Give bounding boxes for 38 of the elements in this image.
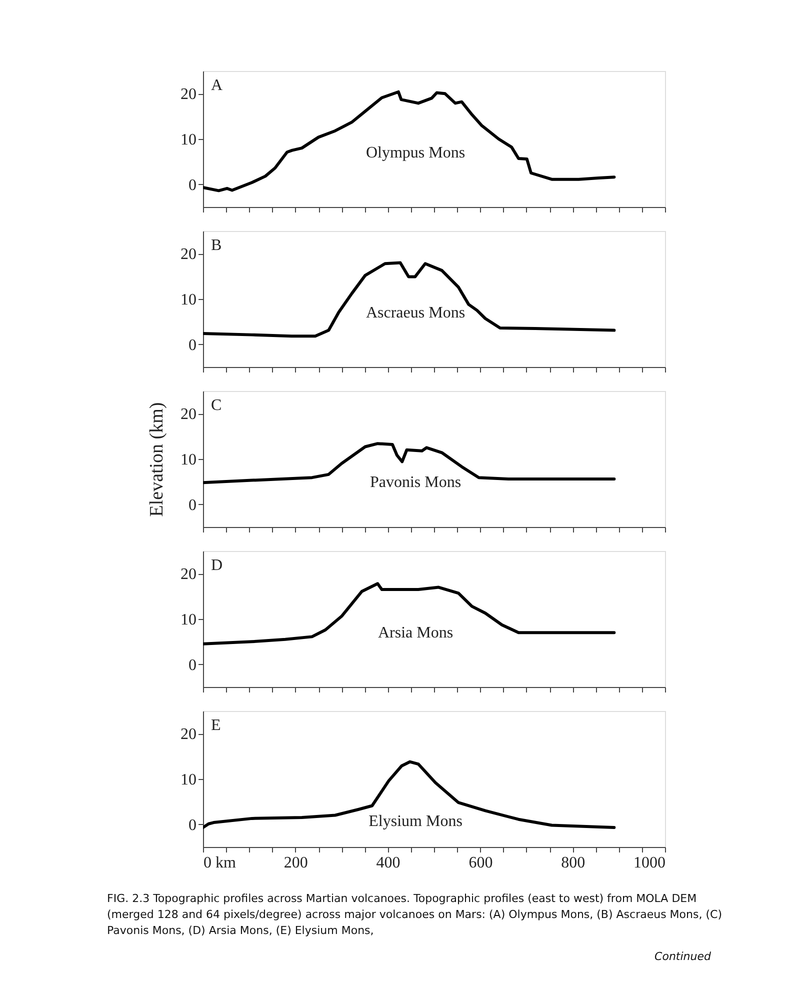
x-tick-label: 1000: [634, 854, 666, 872]
annotation: Pavonis Mons: [370, 474, 462, 492]
y-tick-label: 20: [180, 406, 196, 424]
y-tick-label: 0: [188, 336, 196, 354]
y-tick-label: 20: [180, 246, 196, 264]
x-tick-label: 400: [376, 854, 400, 872]
annotation: E: [211, 717, 221, 734]
y-axis-title: Elevation (km): [146, 402, 168, 517]
y-tick-label: 10: [180, 452, 196, 468]
annotation: D: [211, 557, 223, 574]
y-tick-label: 0: [188, 496, 196, 514]
y-tick-label: 10: [180, 612, 196, 628]
line-series: [203, 261, 616, 338]
y-tick-label: 10: [180, 292, 196, 308]
y-tick-label: 20: [180, 566, 196, 584]
y-tick-label: 0: [188, 816, 196, 834]
annotation: A: [211, 77, 223, 94]
y-tick-label: 0: [188, 656, 196, 674]
y-tick-label: 20: [180, 86, 196, 104]
text: Continued: [654, 950, 712, 963]
line-series: [203, 582, 616, 646]
x-tick-label: 800: [561, 854, 586, 872]
caption: FIG. 2.3 Topographic profiles across Martian volcanoes. Topographic profiles (east to west) from MOLA DEM (merged 128 and 64 pixels/degree) across major volcanoes on Mars: (A) Olympus Mons, (B) Ascraeus Mons, (C) Pavonis Mons, (D) Arsia Mons, (E) Elysium Mons,: [107, 892, 722, 937]
y-tick-label: 0: [188, 176, 196, 194]
annotation: Elysium Mons: [368, 813, 462, 830]
y-tick-label: 10: [180, 772, 196, 788]
annotation: C: [211, 397, 222, 414]
line-series: [203, 90, 616, 192]
annotation: B: [211, 237, 222, 254]
annotation: Ascraeus Mons: [366, 304, 466, 322]
annotation: Arsia Mons: [378, 624, 454, 642]
x-tick-label: 0 km: [204, 854, 236, 872]
annotation: Olympus Mons: [366, 144, 466, 162]
y-tick-label: 20: [180, 726, 196, 744]
x-tick-label: 600: [468, 854, 493, 872]
line-series: [203, 760, 616, 830]
y-tick-label: 10: [180, 132, 196, 148]
x-tick-label: 200: [284, 854, 308, 872]
